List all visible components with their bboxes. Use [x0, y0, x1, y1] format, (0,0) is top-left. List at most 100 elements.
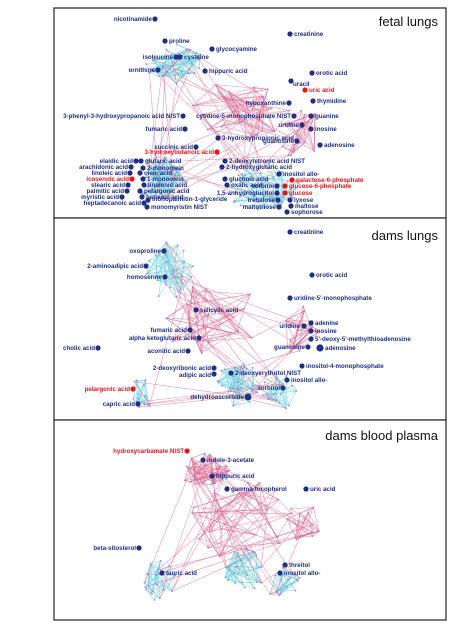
- minor-node: [295, 390, 298, 392]
- minor-node: [157, 191, 160, 194]
- network-edge: [146, 159, 187, 182]
- network-edge: [192, 290, 252, 338]
- node-label: fumaric acid: [146, 126, 183, 133]
- network-edge: [196, 332, 239, 342]
- network-node: tauric acid: [159, 570, 197, 577]
- minor-node: [144, 394, 147, 397]
- network-edge: [288, 123, 303, 129]
- minor-node: [156, 185, 158, 187]
- network-edge: [148, 65, 173, 73]
- network-edge: [280, 375, 287, 388]
- node-label: sorbitol: [257, 385, 280, 392]
- network-edge: [180, 292, 291, 327]
- network-edge: [214, 492, 216, 512]
- network-edge: [237, 366, 242, 382]
- minor-node: [171, 273, 174, 276]
- network-node: isoleucine: [143, 54, 179, 61]
- network-edge: [194, 308, 245, 333]
- node-dot: [182, 126, 188, 132]
- minor-node: [200, 352, 203, 355]
- panel-fetal-lungs: fetal lungs nicotinamide creatinine prol…: [53, 7, 447, 219]
- minor-node: [149, 562, 152, 565]
- network-node: homoserine: [127, 274, 168, 281]
- network-edge: [188, 468, 204, 484]
- network-node: stearic acid: [91, 182, 131, 189]
- network-edge: [192, 290, 202, 354]
- network-edge: [280, 385, 292, 395]
- node-label: fumaric acid: [151, 327, 188, 334]
- minor-node: [239, 204, 242, 207]
- minor-node: [158, 597, 161, 600]
- minor-node: [149, 167, 152, 170]
- network-edge: [151, 61, 173, 70]
- node-dot: [177, 54, 183, 60]
- minor-node: [155, 275, 158, 278]
- network-edge: [158, 254, 177, 297]
- minor-node: [236, 565, 239, 568]
- network-edge: [290, 325, 320, 333]
- network-node: succinic acid: [154, 144, 199, 151]
- node-label: pelargonic acid: [85, 386, 131, 393]
- minor-node: [148, 260, 151, 262]
- network-edge: [145, 589, 155, 601]
- node-label: succinic acid: [154, 144, 193, 151]
- minor-node: [144, 586, 147, 589]
- network-edge: [145, 586, 164, 591]
- minor-node: [290, 507, 293, 510]
- network-node: palmitic acid: [87, 188, 130, 195]
- network-edge: [229, 385, 254, 389]
- network-edge: [225, 577, 255, 589]
- node-dot: [184, 448, 190, 454]
- network-edge: [191, 507, 194, 513]
- minor-node: [286, 346, 289, 349]
- node-dot: [141, 200, 147, 206]
- minor-node: [261, 394, 264, 397]
- network-edge: [153, 166, 161, 174]
- network-edge: [205, 464, 221, 481]
- network-edge: [228, 96, 262, 99]
- minor-node: [176, 269, 178, 272]
- node-label: creatinine: [294, 31, 324, 38]
- network-node: myristic acid: [81, 194, 125, 201]
- node-dot: [303, 486, 309, 492]
- minor-node: [311, 523, 314, 526]
- minor-node: [171, 340, 174, 343]
- network-edge: [173, 168, 182, 187]
- minor-node: [318, 530, 320, 533]
- minor-node: [274, 574, 277, 577]
- node-label: cysteine: [184, 54, 209, 61]
- minor-node: [303, 141, 306, 144]
- minor-node: [314, 112, 317, 115]
- panel-dams-lungs: dams lungs creatinine oxoproline 2-amino…: [53, 217, 447, 421]
- node-label: adenine: [315, 320, 339, 327]
- minor-node: [195, 52, 198, 55]
- minor-node: [207, 546, 210, 549]
- node-dot: [180, 113, 186, 119]
- minor-node: [236, 105, 238, 108]
- network-node: orotic acid: [309, 272, 348, 279]
- minor-node: [274, 490, 276, 492]
- network-edge: [244, 367, 283, 388]
- minor-node: [296, 574, 299, 576]
- node-dot: [308, 113, 314, 119]
- network-edge: [311, 113, 316, 123]
- minor-node: [170, 590, 173, 593]
- network-edge: [233, 401, 250, 407]
- network-edge: [240, 194, 283, 203]
- minor-node: [239, 121, 242, 124]
- minor-node: [208, 530, 211, 533]
- network-edge: [228, 381, 238, 392]
- network-edge: [235, 551, 255, 564]
- minor-node: [233, 551, 236, 553]
- node-dot: [224, 486, 230, 492]
- network-edge: [162, 54, 201, 67]
- network-edge: [154, 186, 170, 195]
- minor-node: [287, 153, 290, 156]
- minor-node: [318, 330, 320, 333]
- minor-node: [172, 188, 175, 191]
- node-dot: [140, 165, 146, 171]
- network-edge: [166, 71, 245, 169]
- minor-node: [152, 172, 155, 175]
- network-edge: [262, 130, 275, 132]
- minor-node: [303, 113, 306, 116]
